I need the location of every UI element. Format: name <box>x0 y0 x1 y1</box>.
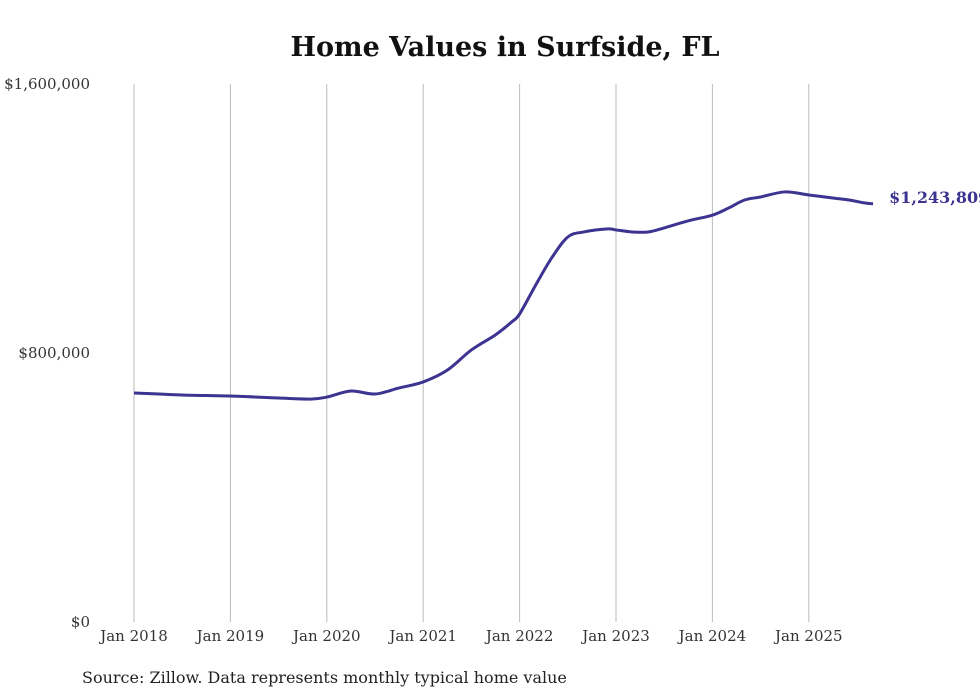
x-tick-label: Jan 2021 <box>387 627 457 645</box>
x-tick-label: Jan 2023 <box>580 627 650 645</box>
y-tick-label: $1,600,000 <box>4 75 90 93</box>
x-tick-label: Jan 2019 <box>195 627 265 645</box>
x-tick-label: Jan 2020 <box>291 627 361 645</box>
x-tick-label: Jan 2025 <box>773 627 843 645</box>
y-tick-label: $800,000 <box>18 344 90 362</box>
chart-title: Home Values in Surfside, FL <box>290 32 720 63</box>
end-value-label: $1,243,809 <box>889 188 980 207</box>
y-tick-label: $0 <box>71 613 90 631</box>
x-tick-label: Jan 2022 <box>484 627 554 645</box>
source-note: Source: Zillow. Data represents monthly … <box>82 668 567 687</box>
x-tick-label: Jan 2024 <box>677 627 747 645</box>
series-line <box>133 190 874 401</box>
x-tick-label: Jan 2018 <box>98 627 168 645</box>
